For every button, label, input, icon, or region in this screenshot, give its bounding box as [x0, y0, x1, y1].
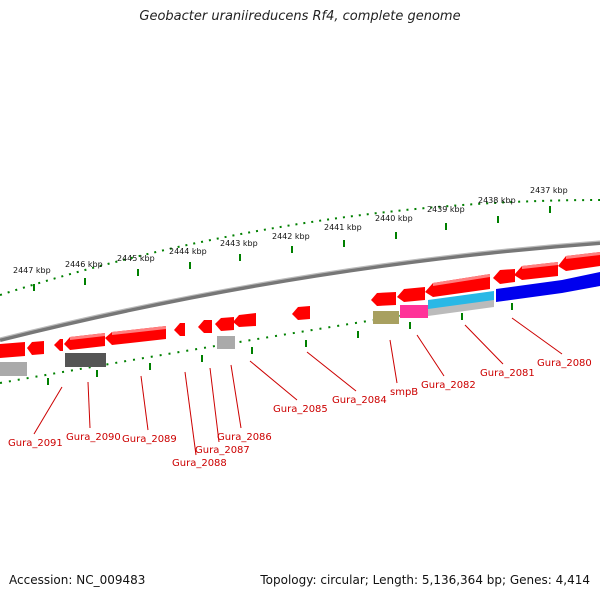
map-title: Geobacter uraniireducens Rf4, complete g… [139, 9, 461, 24]
kbp-label: 2447 kbp [13, 266, 51, 275]
kbp-label: 2438 kbp [478, 196, 516, 205]
feature-block [428, 300, 494, 316]
gene-label: Gura_2090 [66, 432, 121, 443]
gene-arrow [292, 306, 310, 320]
gene-arrow [397, 287, 425, 302]
gene-label: Gura_2091 [8, 438, 63, 449]
feature-block [496, 280, 562, 302]
gene-label: Gura_2089 [122, 434, 177, 445]
gene-label: Gura_2088 [172, 458, 227, 469]
gene-arrow [105, 326, 166, 345]
gene-arrow [425, 274, 490, 297]
gene-arrow [54, 339, 63, 351]
gene-arrow [174, 323, 185, 336]
gene-labels: Gura_2091 Gura_2090 Gura_2089 Gura_2088 … [8, 358, 592, 469]
gene-label: Gura_2084 [332, 395, 387, 406]
gene-label: Gura_2087 [195, 445, 250, 456]
kbp-label: 2444 kbp [169, 247, 207, 256]
kbp-label: 2441 kbp [324, 223, 362, 232]
feature-block [0, 362, 27, 376]
feature-block [217, 336, 235, 349]
kbp-label: 2439 kbp [427, 205, 465, 214]
label-leaders [33, 317, 563, 456]
gene-arrow [0, 342, 25, 358]
accession-text: Accession: NC_009483 [9, 573, 146, 587]
kbp-label: 2440 kbp [375, 214, 413, 223]
gene-arrow [371, 292, 396, 306]
kbp-label: 2446 kbp [65, 260, 103, 269]
kbp-label: 2442 kbp [272, 232, 310, 241]
scale-labels: 2447 kbp 2446 kbp 2445 kbp 2444 kbp 2443… [13, 186, 568, 275]
feature-block [400, 305, 428, 318]
gene-track-upper [0, 252, 600, 358]
genome-backbone [0, 241, 600, 342]
gene-label: Gura_2082 [421, 380, 476, 391]
kbp-label: 2445 kbp [117, 254, 155, 263]
gene-arrow [198, 320, 212, 333]
feature-block [562, 272, 600, 293]
gene-label: Gura_2081 [480, 368, 535, 379]
genome-backbone-highlight [0, 240, 600, 339]
gene-label: smpB [390, 387, 418, 398]
genome-summary-text: Topology: circular; Length: 5,136,364 bp… [260, 573, 590, 587]
gene-arrow [233, 313, 256, 327]
gene-arrow [27, 341, 44, 355]
outer-major-ticks [33, 206, 551, 291]
gene-arrow [215, 317, 234, 331]
feature-block [373, 311, 399, 324]
feature-track [0, 272, 600, 376]
feature-block [65, 353, 106, 367]
inner-major-ticks [47, 303, 513, 385]
kbp-label: 2443 kbp [220, 239, 258, 248]
gene-highlights [70, 252, 600, 340]
gene-label: Gura_2080 [537, 358, 592, 369]
kbp-label: 2437 kbp [530, 186, 568, 195]
gene-label: Gura_2085 [273, 404, 328, 415]
gene-label: Gura_2086 [217, 432, 272, 443]
gene-arrow [493, 269, 515, 284]
